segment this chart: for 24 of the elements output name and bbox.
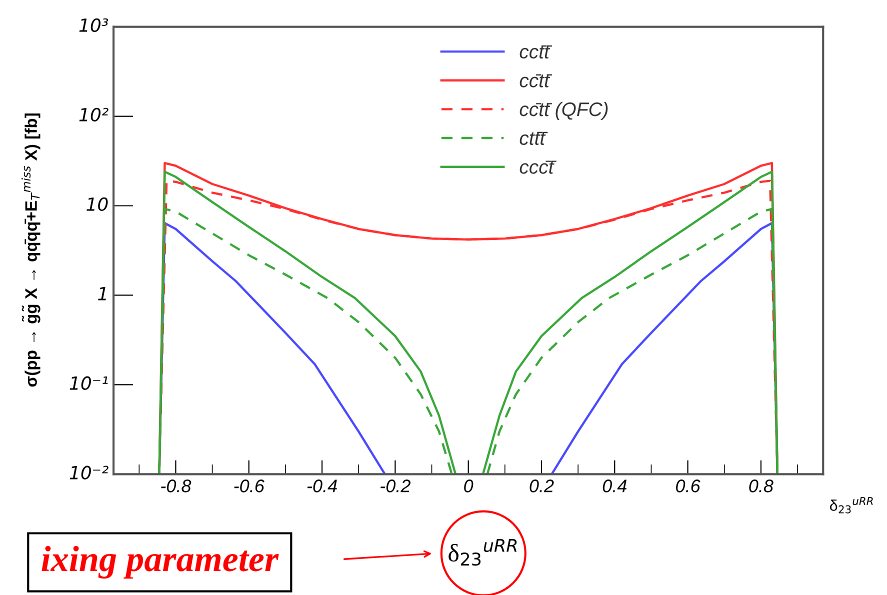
text: ixing parameter <box>42 546 279 579</box>
x-tick-label: -0.4 <box>307 480 337 492</box>
y-tick-label: 1 <box>98 287 106 300</box>
x-tick-label: 0.8 <box>749 480 774 492</box>
x-tick-label: 0 <box>464 480 474 492</box>
y-axis-title: σ(pp → g̃g̃ X → qq̄qq̄+E$_{T}$$^{miss}$ X) [fb] <box>22 114 40 387</box>
x-axis-title: δ$_{23}$$^{uRR}$ <box>830 497 873 514</box>
legend-label: ctt̄t̄ <box>520 132 548 146</box>
x-tick-label: -0.2 <box>380 480 410 492</box>
x-tick-label: 0.4 <box>602 480 627 492</box>
y-tick-label: 10 <box>86 197 108 211</box>
x-tick-label: 0.6 <box>676 480 700 492</box>
x-tick-label: 0.2 <box>530 480 554 492</box>
y-tick-label: 10² <box>79 108 108 122</box>
legend-label: ccc̄t̄ <box>520 160 556 174</box>
legend-label: cct̄t̄ <box>520 45 552 59</box>
y-tick-label: 10⁻² <box>70 466 108 480</box>
y-tick-label: 10⁻¹ <box>70 376 108 390</box>
x-tick-label: -0.8 <box>161 480 192 492</box>
legend-label: cc̄tt̄ <box>520 74 552 88</box>
legend-label: cc̄tt̄ (QFC) <box>520 102 608 120</box>
y-tick-label: 10³ <box>79 18 108 32</box>
x-tick-label: -0.6 <box>234 480 264 492</box>
text: δ$_{23}$$^{uRR}$ <box>448 539 517 566</box>
